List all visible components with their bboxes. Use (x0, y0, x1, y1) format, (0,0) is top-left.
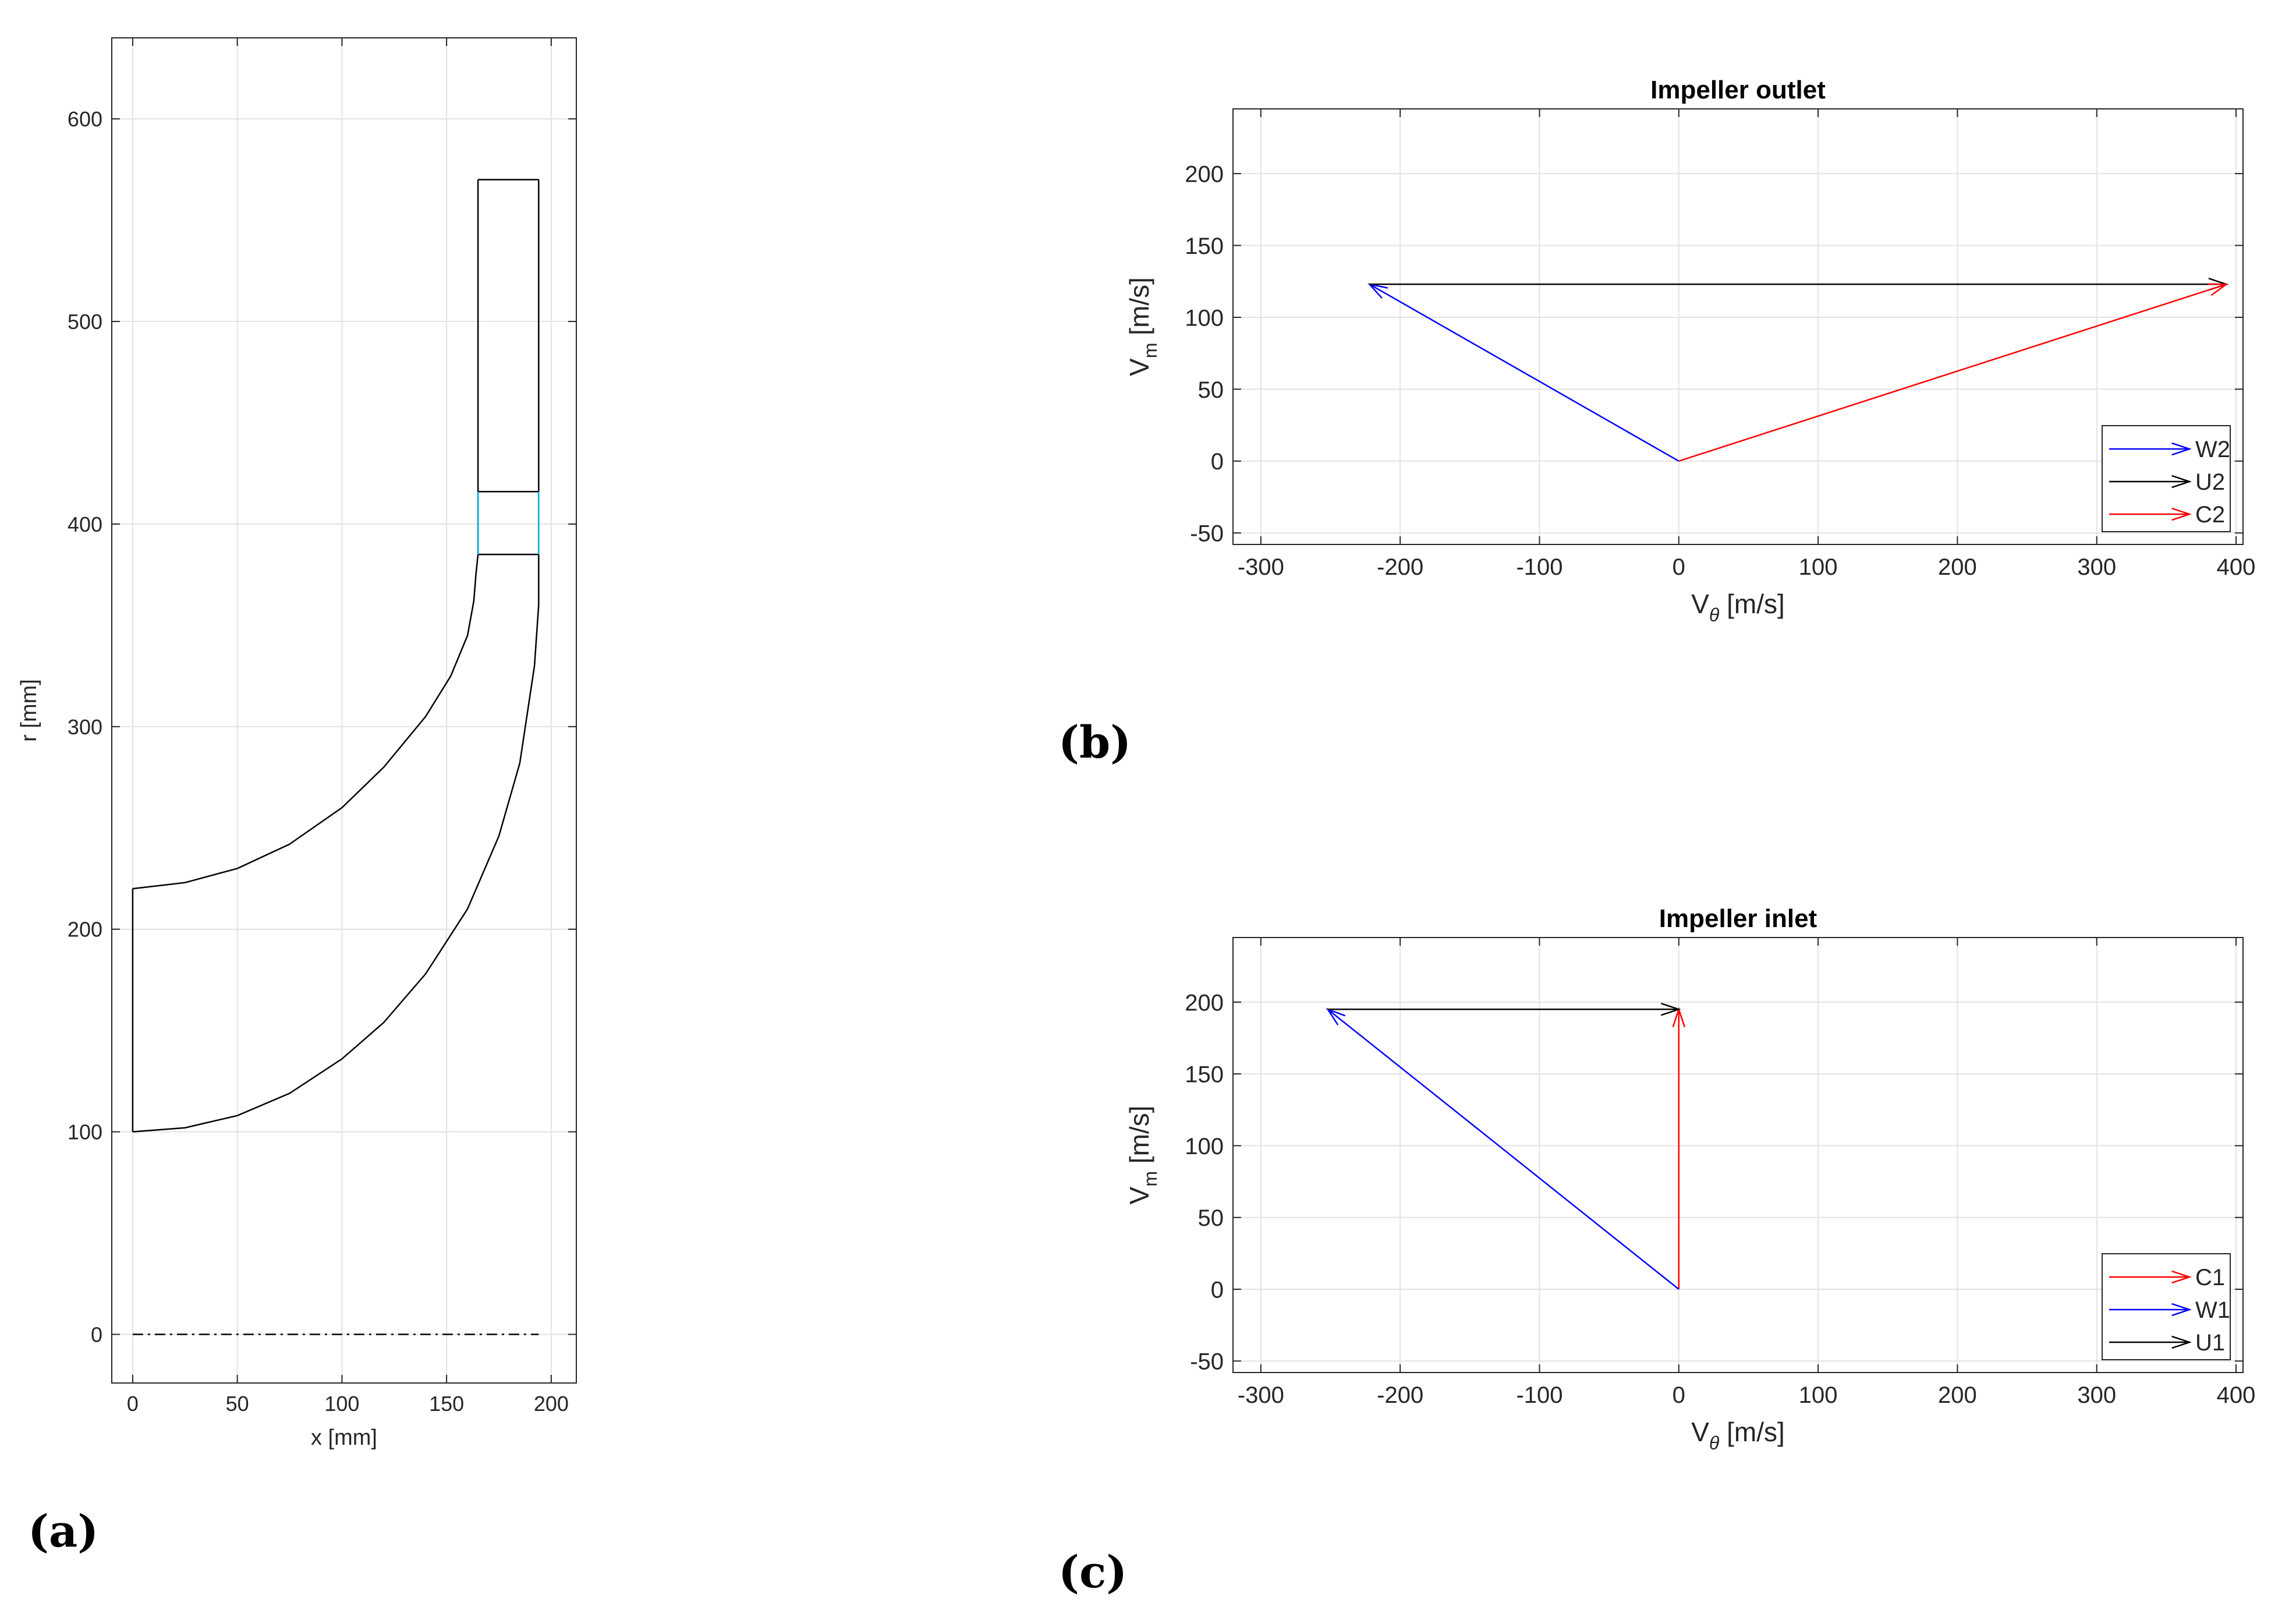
x-tick-label: 0 (1673, 1382, 1685, 1408)
panel-label-b: (b) (1058, 716, 1132, 768)
series-shroud (132, 554, 479, 890)
legend-label: U2 (2195, 469, 2225, 495)
legend-label: W1 (2195, 1297, 2230, 1323)
legend-label: C2 (2195, 502, 2225, 528)
x-tick-label: 200 (534, 1392, 569, 1416)
y-tick-label: 100 (68, 1120, 102, 1144)
y-tick-label: 100 (1185, 1134, 1224, 1159)
chart-b: -300 -200 -100 0 100 200 300 400 -50 0 50 100 150 200… (1124, 76, 2255, 625)
plot-area-c (1233, 938, 2243, 1373)
plot-area-a (112, 38, 576, 1383)
chart-title: Impeller outlet (1650, 76, 1826, 104)
chart-a: 0 50 100 150 200 0 100 200 300 400 500 600 x [mm] r [… (17, 37, 577, 1450)
legend-arrow (2171, 1303, 2192, 1317)
y-tick-label: -50 (1190, 1349, 1224, 1375)
y-tick-label: 300 (68, 715, 102, 739)
x-tick-label: 400 (2217, 554, 2256, 580)
legend-arrow (2171, 442, 2192, 456)
x-tick-label: -100 (1516, 554, 1562, 580)
legend: C1 W1 U1 (2102, 1253, 2231, 1360)
y-tick-label: 600 (68, 107, 102, 131)
x-tick-label: 400 (2217, 1382, 2256, 1408)
vector-C2 (1678, 283, 2227, 462)
x-axis-label: Vθ [m/s] (1691, 589, 1785, 625)
y-tick-label: 200 (68, 918, 102, 942)
x-tick-label: 50 (226, 1392, 249, 1416)
y-tick-label: 0 (1211, 1277, 1224, 1303)
legend: W2 U2 C2 (2102, 425, 2231, 532)
x-tick-label: -200 (1377, 554, 1423, 580)
x-axis-label: Vθ [m/s] (1691, 1417, 1785, 1453)
y-tick-label: 0 (91, 1322, 102, 1346)
y-tick-label: 150 (1185, 1062, 1224, 1088)
legend-arrow (2171, 1270, 2192, 1284)
axes-box-b (1232, 108, 2244, 545)
y-tick-label: 0 (1211, 449, 1224, 475)
x-tick-label: -200 (1377, 1382, 1423, 1408)
axes-box-c (1232, 937, 2244, 1373)
y-tick-label: -50 (1190, 521, 1224, 547)
x-tick-label: 200 (1938, 1382, 1977, 1408)
legend-label: W2 (2195, 437, 2230, 462)
y-tick-label: 150 (1185, 234, 1224, 259)
x-tick-label: 300 (2077, 1382, 2116, 1408)
x-tick-label: 0 (127, 1392, 139, 1416)
legend-label: C1 (2195, 1265, 2225, 1290)
y-tick-label: 50 (1198, 377, 1224, 403)
y-tick-label: 200 (1185, 161, 1224, 187)
x-tick-label: 100 (324, 1392, 359, 1416)
chart-title: Impeller inlet (1659, 904, 1817, 933)
y-tick-label: 400 (68, 512, 102, 536)
y-axis-label: r [mm] (17, 679, 41, 742)
y-tick-label: 500 (68, 310, 102, 334)
y-axis-label: Vm [m/s] (1124, 1106, 1161, 1205)
y-tick-label: 50 (1198, 1205, 1224, 1231)
legend-label: U1 (2195, 1330, 2225, 1356)
legend-arrow (2171, 507, 2192, 521)
legend-arrow (2171, 1335, 2192, 1349)
x-tick-label: 150 (429, 1392, 464, 1416)
x-tick-label: -300 (1238, 1382, 1284, 1408)
vector-head-C2 (2208, 283, 2229, 296)
x-tick-label: 100 (1799, 1382, 1838, 1408)
x-tick-label: 0 (1673, 554, 1685, 580)
vector-W2 (1369, 284, 1680, 462)
axes-box-a (111, 37, 577, 1384)
y-tick-label: 100 (1185, 305, 1224, 331)
vector-W1 (1327, 1009, 1680, 1290)
x-tick-label: 200 (1938, 554, 1977, 580)
chart-c: -300 -200 -100 0 100 200 300 400 -50 0 50 100 150 200… (1124, 904, 2255, 1453)
y-axis-label: Vm [m/s] (1124, 277, 1161, 376)
y-tick-label: 200 (1185, 990, 1224, 1016)
x-tick-label: -100 (1516, 1382, 1562, 1408)
x-tick-label: -300 (1238, 554, 1284, 580)
series-hub (132, 554, 540, 1133)
x-axis-label: x [mm] (311, 1426, 377, 1450)
panel-label-a: (a) (28, 1505, 99, 1557)
plot-area-b (1233, 109, 2243, 544)
legend-arrow (2171, 475, 2192, 489)
x-tick-label: 300 (2077, 554, 2116, 580)
x-tick-label: 100 (1799, 554, 1838, 580)
vector-head-U1 (1661, 1003, 1681, 1016)
panel-label-c: (c) (1058, 1546, 1128, 1598)
